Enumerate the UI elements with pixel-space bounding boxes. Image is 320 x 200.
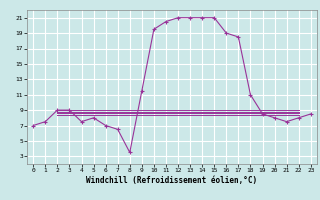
X-axis label: Windchill (Refroidissement éolien,°C): Windchill (Refroidissement éolien,°C) — [86, 176, 258, 185]
